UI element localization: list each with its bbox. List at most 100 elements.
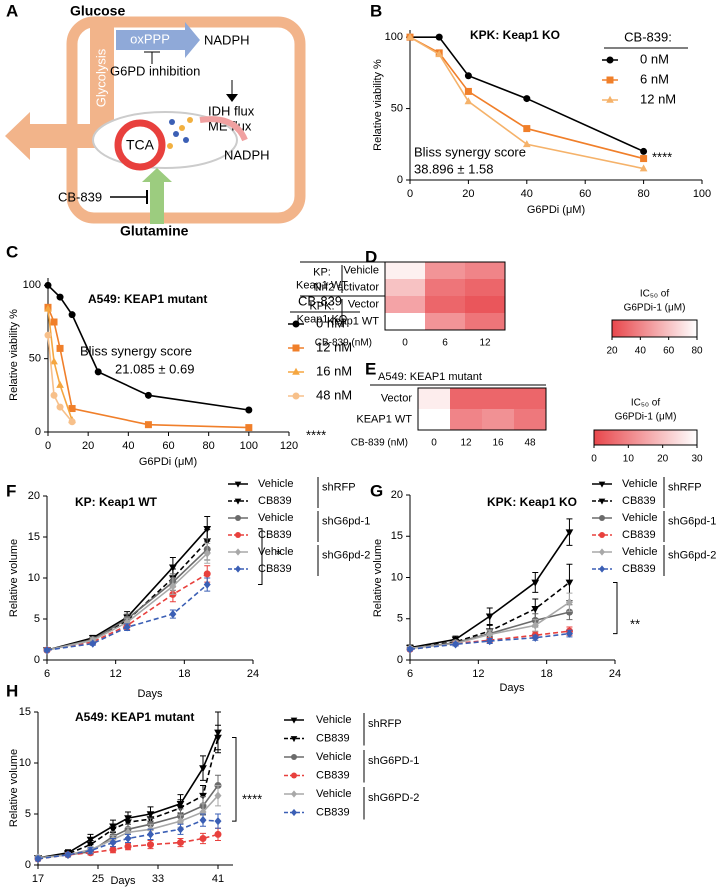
marker <box>94 368 102 376</box>
marker <box>109 846 117 854</box>
annotation: Bliss synergy score <box>80 343 192 358</box>
marker <box>64 850 72 859</box>
legend-label: CB839 <box>258 529 292 541</box>
series-line <box>46 540 208 651</box>
x-tick-label: 0 <box>407 188 413 200</box>
heatmap-cell <box>385 296 425 313</box>
marker <box>43 645 51 655</box>
marker <box>290 736 298 743</box>
marker <box>599 515 605 521</box>
marker <box>56 380 64 388</box>
colorbar-tick-label: 20 <box>606 346 618 357</box>
legend-group: shG6pd-1 <box>322 515 370 527</box>
marker <box>640 147 648 155</box>
colorbar-label: IC₅₀ of <box>640 289 670 300</box>
marker <box>203 570 211 578</box>
legend-label: 48 nM <box>316 387 352 402</box>
column-label: 48 <box>524 438 536 449</box>
x-axis-label: G6PDi (μM) <box>527 204 585 216</box>
heatmap-cell <box>465 279 505 296</box>
marker <box>56 344 64 352</box>
x-tick-label: 100 <box>693 188 711 200</box>
panel-label: C <box>6 242 18 261</box>
legend-label: Vehicle <box>258 512 293 524</box>
legend-label: CB839 <box>316 769 350 781</box>
marker <box>235 532 241 538</box>
chart-title: KPK: Keap1 KO <box>487 495 577 509</box>
marker <box>598 498 606 505</box>
marker <box>177 825 184 834</box>
marker <box>86 841 95 849</box>
legend-group: shRFP <box>322 481 356 493</box>
column-label: 0 <box>402 338 408 349</box>
significance-bracket <box>232 737 237 822</box>
glycolysis-bar <box>90 18 114 136</box>
x-tick-label: 60 <box>579 188 591 200</box>
group-label: Keap1 KO <box>297 313 348 325</box>
colorbar-tick-label: 10 <box>623 454 635 465</box>
marker <box>565 629 573 638</box>
y-tick-label: 0 <box>25 859 31 871</box>
idh-flux-label: IDH flux <box>208 103 255 118</box>
legend-group: shG6pd-1 <box>668 515 716 527</box>
marker <box>291 754 297 760</box>
y-tick-label: 15 <box>28 531 40 543</box>
colorbar-tick-label: 20 <box>657 454 669 465</box>
glucose-label: Glucose <box>70 3 125 19</box>
marker <box>124 843 132 851</box>
x-tick-label: 12 <box>472 668 484 680</box>
marker <box>199 765 207 773</box>
x-axis-label: G6PDi (μM) <box>139 456 197 468</box>
y-tick-label: 0 <box>397 174 403 186</box>
marker <box>292 320 300 328</box>
marker <box>639 164 648 172</box>
marker <box>214 791 222 800</box>
marker <box>50 357 58 365</box>
colorbar-label: G6PDi-1 (μM) <box>615 412 677 423</box>
marker <box>291 808 297 817</box>
y-axis-label: Relative volume <box>372 539 384 617</box>
group-label: Keap1 WT <box>296 279 348 291</box>
legend-label: 6 nM <box>640 71 669 86</box>
column-label: 12 <box>479 338 491 349</box>
legend-title: CB-839 <box>298 293 342 308</box>
legend-label: CB839 <box>316 806 350 818</box>
marker <box>531 633 539 642</box>
marker <box>435 33 443 41</box>
colorbar <box>611 319 698 338</box>
panel-label: H <box>6 681 18 700</box>
heatmap-cell <box>425 296 465 313</box>
column-label: 16 <box>492 438 504 449</box>
marker <box>565 529 574 537</box>
marker <box>34 854 42 864</box>
effect-arrow-head <box>226 94 238 102</box>
heatmap-cell <box>482 409 514 430</box>
marker <box>292 367 300 375</box>
marker <box>464 97 473 105</box>
marker <box>523 125 531 133</box>
marker <box>56 293 64 301</box>
marker <box>290 717 298 724</box>
annotation: **** <box>242 791 262 806</box>
marker <box>292 392 300 400</box>
glycolysis-arrow <box>5 112 114 160</box>
marker <box>124 834 132 843</box>
heatmap-cell <box>385 313 425 330</box>
x-axis-label: CB-839 (nM) <box>315 338 372 349</box>
marker <box>291 772 297 779</box>
marker <box>214 734 222 742</box>
x-tick-label: 24 <box>247 668 259 680</box>
marker <box>50 318 58 326</box>
annotation: **** <box>652 149 672 164</box>
marker <box>44 281 52 289</box>
column-label: 6 <box>442 338 448 349</box>
marker <box>565 579 574 587</box>
x-axis-label: CB-839 (nM) <box>351 438 408 449</box>
x-tick-label: 40 <box>122 440 134 452</box>
cb839-label: CB-839 <box>58 189 102 204</box>
legend-label: CB839 <box>258 563 292 575</box>
x-tick-label: 60 <box>162 440 174 452</box>
marker <box>531 579 540 587</box>
marker <box>203 549 211 558</box>
